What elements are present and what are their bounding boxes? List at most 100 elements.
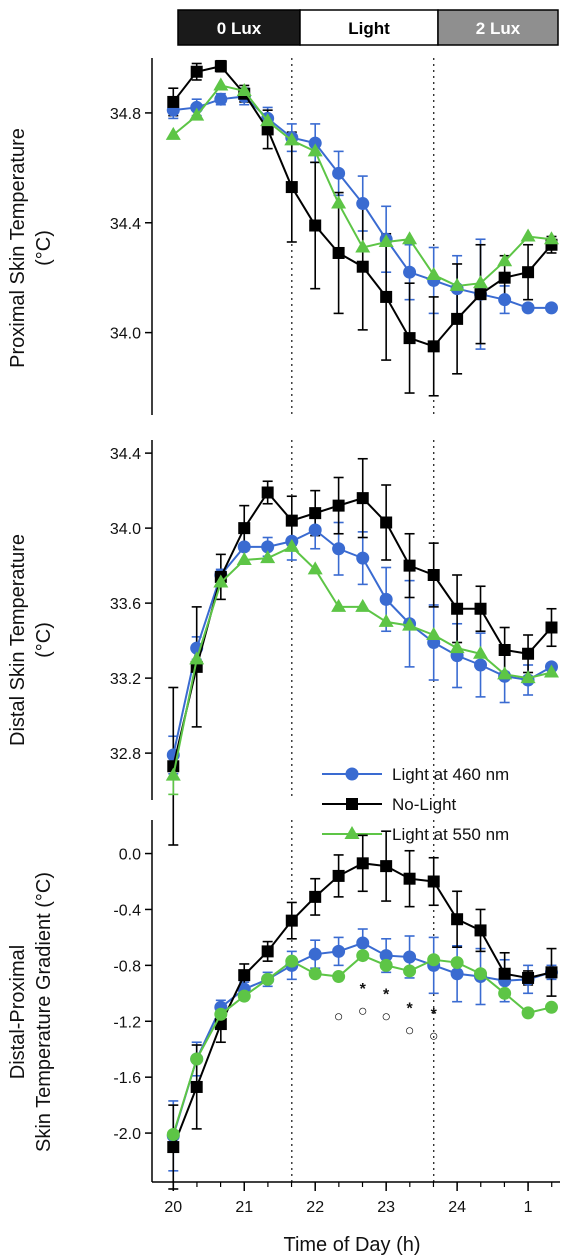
data-point-no-light [167,1141,180,1154]
x-tick-label: 1 [524,1199,533,1216]
data-point-light-at-550-nm [332,970,346,984]
data-point-no-light [309,890,322,903]
data-point-no-light [356,857,369,870]
data-point-light-at-550-nm [355,598,371,612]
significance-circle: ○ [381,1009,391,1026]
data-point-no-light [356,260,369,273]
data-point-light-at-550-nm [378,233,394,247]
data-point-light-at-550-nm [355,239,371,253]
data-point-light-at-460-nm [356,551,370,565]
data-point-no-light [545,621,558,634]
data-point-light-at-550-nm [213,574,229,588]
data-point-light-at-550-nm [426,266,442,280]
segment-0-lux [177,9,301,46]
data-point-no-light [380,860,393,873]
data-point-no-light [238,969,251,982]
data-point-light-at-460-nm [450,967,464,981]
y-tick-label: 0.0 [119,847,141,864]
data-point-no-light [403,559,416,572]
data-point-light-at-460-nm [521,301,535,315]
data-point-light-at-550-nm [237,989,251,1003]
distal-temperature-panel: Distal Skin Temperature (°C) Light at 46… [7,440,559,846]
y-tick-label: -1.6 [113,1070,141,1087]
data-point-no-light [190,65,203,78]
data-point-no-light [190,1080,203,1093]
data-point-light-at-460-nm [308,947,322,961]
data-point-light-at-550-nm [189,651,205,665]
data-point-light-at-550-nm [284,132,300,146]
data-point-light-at-550-nm [214,1007,228,1021]
distal-y-axis-label-line-1: Distal Skin Temperature [7,534,29,746]
data-point-light-at-550-nm [497,666,513,680]
data-point-light-at-550-nm [213,77,229,91]
data-point-light-at-460-nm [403,950,417,964]
y-tick-label: 34.0 [110,326,141,343]
data-point-light-at-460-nm [308,523,322,537]
data-point-light-at-550-nm [261,972,275,986]
data-point-no-light [427,875,440,888]
data-point-light-at-550-nm [165,767,181,781]
data-point-light-at-460-nm [403,265,417,279]
legend-marker-no-light [346,798,358,810]
data-point-light-at-550-nm [260,550,276,564]
data-point-no-light [285,181,298,194]
data-point-light-at-550-nm [498,986,512,1000]
x-tick-label: 22 [306,1199,324,1216]
light-condition-bar: 0 Lux Light 2 Lux [177,9,559,46]
data-point-no-light [309,219,322,232]
data-point-no-light [522,647,535,660]
y-tick-label: 32.8 [110,746,141,763]
data-point-light-at-550-nm [378,613,394,627]
data-point-light-at-460-nm [544,301,558,315]
data-point-light-at-460-nm [356,197,370,211]
segment-0-lux-label: 0 Lux [217,19,262,38]
x-tick-label: 20 [164,1199,182,1216]
data-point-no-light [356,492,369,505]
legend-label-550: Light at 550 nm [392,825,509,844]
data-point-no-light [427,340,440,353]
data-point-light-at-460-nm [332,166,346,180]
segment-2-lux-label: 2 Lux [476,19,521,38]
y-tick-label: -0.8 [113,958,141,975]
proximal-y-axis-label-line-1: Proximal Skin Temperature [7,128,29,368]
data-point-light-at-550-nm [449,277,465,291]
data-point-light-at-460-nm [474,658,488,672]
legend: Light at 460 nm No-Light Light at 550 nm [322,765,509,844]
significance-asterisk: * [383,987,390,1004]
data-point-light-at-550-nm [520,670,536,684]
segment-light [299,9,439,46]
data-point-light-at-550-nm [356,949,370,963]
data-point-light-at-550-nm [307,561,323,575]
data-point-light-at-550-nm [449,640,465,654]
data-point-no-light [332,869,345,882]
data-point-no-light [451,913,464,926]
data-point-no-light [261,123,274,136]
data-point-light-at-460-nm [332,542,346,556]
significance-circle: ○ [429,1028,439,1045]
data-point-light-at-550-nm [284,538,300,552]
data-point-light-at-550-nm [402,617,418,631]
data-point-light-at-550-nm [260,113,276,127]
gradient-y-axis-label: Distal-Proximal Skin Temperature Gradien… [7,872,55,1152]
significance-asterisk: * [360,981,367,998]
legend-marker-460 [345,767,359,781]
data-point-light-at-550-nm [543,664,559,678]
data-point-no-light [474,602,487,615]
data-point-light-at-460-nm [379,592,393,606]
data-point-no-light [498,644,511,656]
data-point-no-light [498,271,511,284]
significance-circle: ○ [358,1003,368,1020]
data-point-light-at-550-nm [166,1127,180,1141]
y-tick-label: -1.2 [113,1014,141,1031]
data-point-light-at-550-nm [379,958,393,972]
significance-asterisk: * [431,1006,438,1023]
data-point-no-light [545,966,558,979]
significance-circle: ○ [405,1023,415,1040]
data-point-no-light [167,95,180,108]
data-point-no-light [522,971,535,984]
segment-light-label: Light [348,19,390,38]
data-point-no-light [522,266,535,279]
data-point-light-at-550-nm [403,964,417,978]
data-point-no-light [332,499,345,512]
significance-circle: ○ [334,1009,344,1026]
